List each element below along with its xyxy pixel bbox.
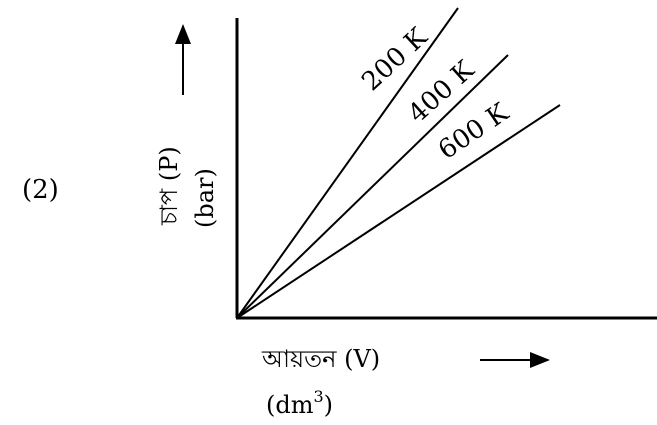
y-axis-label: চাপ (P) xyxy=(155,146,183,226)
x-axis-unit-exponent: 3 xyxy=(313,387,323,406)
x-axis-unit-suffix: ) xyxy=(324,391,333,419)
x-axis-unit-prefix: (dm xyxy=(266,391,314,419)
x-axis-unit: (dm3) xyxy=(266,387,333,419)
option-label: (2) xyxy=(22,175,59,205)
y-axis-unit: (bar) xyxy=(191,168,219,228)
isotherm-600k-line xyxy=(236,104,561,319)
isotherm-400k-line xyxy=(236,54,509,319)
x-axis-label: আয়তন (V) xyxy=(261,345,380,373)
isotherm-200k-line xyxy=(236,7,459,319)
